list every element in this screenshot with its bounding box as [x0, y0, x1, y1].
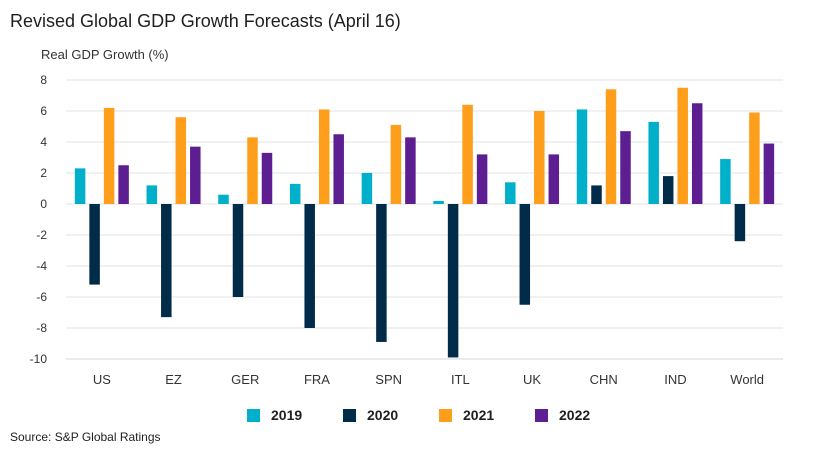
- bar-2022-spn: [405, 137, 416, 204]
- legend-label: 2019: [271, 407, 303, 423]
- x-tick-label: CHN: [590, 372, 618, 387]
- legend-item-2022: 2022: [535, 405, 590, 425]
- bar-2020-fra: [304, 204, 315, 328]
- legend-item-2021: 2021: [439, 405, 494, 425]
- bar-2019-fra: [289, 183, 301, 204]
- bar-2020-ind: [662, 176, 674, 204]
- y-tick-label: 0: [40, 197, 47, 211]
- bar-2019-us: [74, 168, 86, 204]
- x-tick-label: FRA: [304, 372, 330, 387]
- bar-2021-spn: [390, 124, 402, 204]
- legend-swatch: [535, 408, 548, 422]
- y-tick-label: 8: [40, 73, 47, 87]
- y-tick-label: -8: [36, 321, 47, 335]
- legend-swatch: [343, 408, 356, 422]
- legend-swatch: [247, 408, 260, 422]
- y-tick-label: -2: [36, 228, 47, 242]
- bar-2022-uk: [548, 154, 560, 204]
- legend-item-2019: 2019: [247, 405, 302, 425]
- bar-2019-ind: [648, 121, 659, 204]
- bar-chart: 8 6 4 2 0 -2 -4 -6 -8 -10 US EZ GER FRA SPN ITL UK CHN IND…: [30, 73, 783, 387]
- bar-2021-ind: [677, 87, 688, 204]
- x-tick-label: GER: [231, 372, 259, 387]
- bar-2022-us: [118, 165, 129, 204]
- bar-2021-chn: [605, 89, 617, 204]
- bar-2022-fra: [333, 134, 344, 204]
- y-tick-label: -4: [36, 259, 47, 273]
- bar-2020-spn: [376, 204, 387, 342]
- bar-2020-itl: [447, 204, 459, 358]
- bar-2020-chn: [591, 185, 602, 204]
- bar-2020-world: [734, 204, 746, 242]
- legend: 2019 2020 2021 2022: [0, 405, 830, 427]
- bar-2021-ger: [247, 137, 258, 204]
- x-tick-label: IND: [664, 372, 686, 387]
- bar-2021-uk: [534, 111, 545, 204]
- bar-2019-itl: [433, 200, 444, 204]
- bar-2022-ind: [691, 103, 703, 204]
- bar-2019-ez: [146, 185, 158, 204]
- y-tick-label: 4: [40, 135, 47, 149]
- x-tick-label: UK: [523, 372, 541, 387]
- bar-2019-uk: [505, 182, 516, 204]
- source-note: Source: S&P Global Ratings: [10, 430, 161, 444]
- legend-label: 2022: [559, 407, 591, 423]
- bar-2020-ger: [232, 204, 244, 297]
- legend-label: 2020: [367, 407, 399, 423]
- bar-2019-ger: [218, 194, 229, 204]
- y-tick-label: 6: [40, 104, 47, 118]
- bar-2021-fra: [318, 109, 330, 204]
- x-tick-label: SPN: [375, 372, 402, 387]
- bar-2021-world: [749, 112, 760, 204]
- legend-item-2020: 2020: [343, 405, 398, 425]
- legend-label: 2021: [463, 407, 495, 423]
- x-tick-label: US: [93, 372, 111, 387]
- bar-2020-uk: [519, 204, 531, 305]
- bar-2021-us: [103, 107, 115, 204]
- bar-2019-spn: [361, 173, 373, 204]
- bar-2021-ez: [175, 117, 187, 204]
- bar-2022-itl: [476, 154, 488, 204]
- chart-title: Revised Global GDP Growth Forecasts (Apr…: [10, 11, 401, 31]
- y-tick-label: -6: [36, 290, 47, 304]
- bar-2019-world: [720, 159, 731, 204]
- y-tick-label: -10: [30, 352, 48, 366]
- x-tick-label: EZ: [165, 372, 182, 387]
- bar-2020-ez: [161, 204, 172, 318]
- bar-2022-ez: [190, 146, 201, 204]
- y-axis-label: Real GDP Growth (%): [41, 47, 169, 62]
- bar-2020-us: [89, 204, 100, 285]
- bar-2022-world: [763, 143, 775, 204]
- y-tick-label: 2: [40, 166, 47, 180]
- bar-2022-chn: [620, 131, 631, 204]
- x-tick-label: World: [730, 372, 764, 387]
- legend-swatch: [439, 408, 452, 422]
- bar-2021-itl: [462, 104, 473, 204]
- bar-2019-chn: [576, 109, 588, 204]
- bar-2022-ger: [261, 152, 273, 204]
- x-tick-label: ITL: [451, 372, 470, 387]
